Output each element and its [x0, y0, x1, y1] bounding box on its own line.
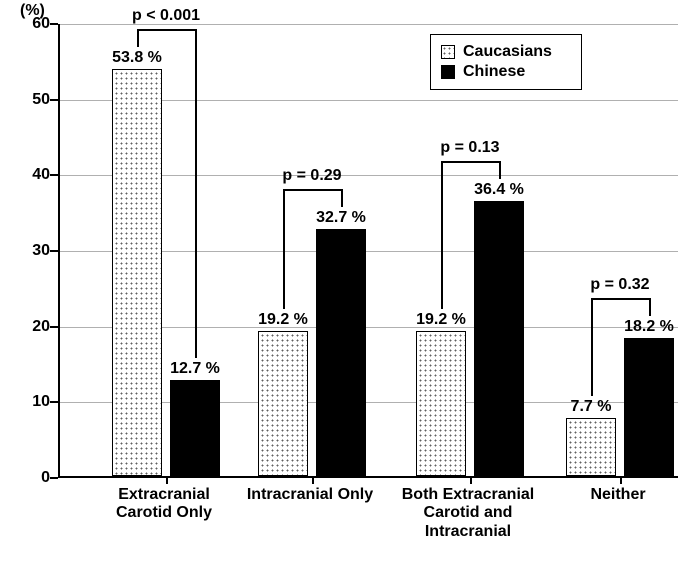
legend-label-a: Caucasians — [463, 43, 552, 61]
y-tick-label: 10 — [10, 393, 50, 411]
comparison-bracket — [60, 24, 678, 476]
chart-container: (%) 53.8 %12.7 %p < 0.00119.2 %32.7 %p =… — [0, 0, 688, 566]
x-tick-mark — [470, 476, 472, 484]
y-tick-mark — [50, 23, 58, 25]
legend-item-a: Caucasians — [441, 43, 571, 61]
legend-swatch-a — [441, 45, 455, 59]
x-tick-mark — [312, 476, 314, 484]
y-tick-mark — [50, 326, 58, 328]
y-tick-label: 0 — [10, 469, 50, 487]
y-tick-label: 60 — [10, 15, 50, 33]
x-category-label: Both ExtracranialCarotid andIntracranial — [388, 486, 548, 541]
plot-area: 53.8 %12.7 %p < 0.00119.2 %32.7 %p = 0.2… — [58, 24, 678, 478]
x-tick-mark — [620, 476, 622, 484]
y-tick-mark — [50, 477, 58, 479]
y-tick-mark — [50, 99, 58, 101]
y-tick-label: 30 — [10, 242, 50, 260]
x-category-label: Neither — [538, 486, 688, 504]
p-value-label: p = 0.32 — [590, 276, 649, 294]
y-tick-label: 40 — [10, 166, 50, 184]
legend-label-b: Chinese — [463, 63, 525, 81]
x-category-label: ExtracranialCarotid Only — [84, 486, 244, 523]
legend-swatch-b — [441, 65, 455, 79]
x-category-label: Intracranial Only — [230, 486, 390, 504]
y-tick-mark — [50, 250, 58, 252]
y-tick-mark — [50, 174, 58, 176]
y-tick-mark — [50, 401, 58, 403]
y-tick-label: 20 — [10, 318, 50, 336]
x-tick-mark — [166, 476, 168, 484]
legend-item-b: Chinese — [441, 63, 571, 81]
legend: Caucasians Chinese — [430, 34, 582, 90]
p-value-label: p < 0.001 — [132, 7, 200, 25]
y-tick-label: 50 — [10, 91, 50, 109]
